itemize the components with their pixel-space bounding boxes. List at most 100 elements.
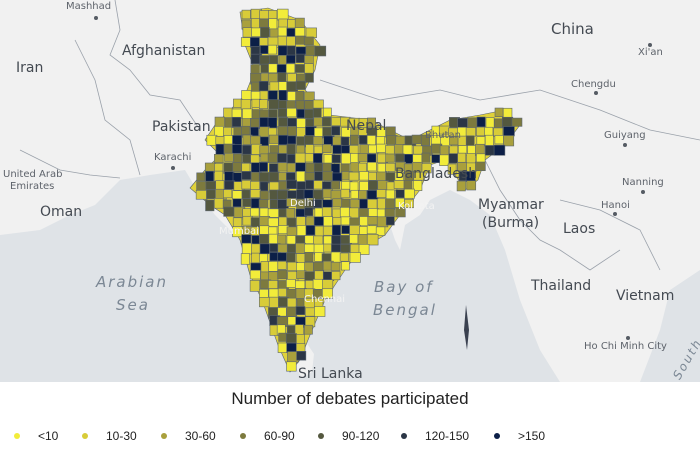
- district-region[interactable]: [331, 224, 341, 236]
- district-region[interactable]: [456, 180, 466, 192]
- district-region[interactable]: [376, 189, 387, 198]
- district-region[interactable]: [242, 198, 252, 207]
- district-region[interactable]: [294, 64, 307, 73]
- district-region[interactable]: [448, 153, 460, 164]
- district-region[interactable]: [295, 80, 306, 90]
- district-region[interactable]: [367, 117, 376, 127]
- district-region[interactable]: [259, 190, 269, 201]
- district-region[interactable]: [258, 233, 270, 245]
- district-region[interactable]: [484, 134, 494, 146]
- district-region[interactable]: [332, 144, 343, 154]
- district-region[interactable]: [484, 145, 496, 156]
- district-region[interactable]: [223, 189, 233, 199]
- district-region[interactable]: [286, 36, 296, 48]
- district-region[interactable]: [277, 269, 288, 280]
- district-region[interactable]: [467, 117, 479, 129]
- district-region[interactable]: [348, 171, 360, 181]
- district-region[interactable]: [241, 90, 252, 101]
- district-region[interactable]: [249, 280, 260, 292]
- district-region[interactable]: [404, 199, 414, 209]
- district-region[interactable]: [358, 190, 367, 200]
- district-region[interactable]: [494, 135, 505, 145]
- district-region[interactable]: [304, 72, 314, 83]
- district-region[interactable]: [269, 55, 279, 65]
- district-region[interactable]: [267, 217, 279, 227]
- district-region[interactable]: [312, 136, 323, 145]
- district-region[interactable]: [305, 225, 316, 236]
- district-region[interactable]: [304, 243, 315, 253]
- district-region[interactable]: [375, 226, 386, 236]
- district-region[interactable]: [242, 153, 252, 164]
- district-region[interactable]: [240, 253, 250, 265]
- district-region[interactable]: [223, 126, 233, 137]
- district-region[interactable]: [223, 107, 234, 119]
- map-canvas[interactable]: [0, 0, 700, 382]
- district-region[interactable]: [241, 171, 252, 180]
- district-region[interactable]: [286, 252, 296, 263]
- district-region[interactable]: [476, 153, 486, 164]
- district-region[interactable]: [251, 252, 261, 264]
- district-region[interactable]: [330, 180, 341, 190]
- district-region[interactable]: [277, 288, 288, 297]
- district-region[interactable]: [368, 208, 379, 217]
- district-region[interactable]: [376, 171, 388, 182]
- district-region[interactable]: [465, 127, 476, 137]
- district-region[interactable]: [323, 243, 333, 253]
- district-region[interactable]: [286, 107, 297, 118]
- district-region[interactable]: [232, 135, 242, 146]
- district-region[interactable]: [413, 145, 424, 155]
- district-region[interactable]: [258, 99, 268, 109]
- district-region[interactable]: [313, 162, 323, 173]
- district-region[interactable]: [250, 154, 260, 164]
- district-region[interactable]: [278, 90, 288, 102]
- district-region[interactable]: [240, 99, 251, 110]
- district-region[interactable]: [277, 261, 287, 270]
- district-region[interactable]: [395, 189, 406, 199]
- district-region[interactable]: [303, 36, 314, 46]
- district-region[interactable]: [277, 307, 287, 317]
- legend-item[interactable]: >150: [494, 427, 545, 445]
- district-region[interactable]: [457, 152, 467, 163]
- district-region[interactable]: [485, 117, 495, 129]
- district-region[interactable]: [296, 225, 307, 236]
- district-region[interactable]: [278, 81, 288, 91]
- district-region[interactable]: [250, 91, 261, 100]
- district-region[interactable]: [295, 35, 306, 45]
- district-region[interactable]: [312, 278, 324, 290]
- district-region[interactable]: [223, 206, 235, 217]
- district-region[interactable]: [231, 144, 243, 154]
- district-region[interactable]: [385, 153, 395, 163]
- district-region[interactable]: [304, 63, 314, 75]
- district-region[interactable]: [313, 261, 325, 272]
- district-region[interactable]: [195, 190, 208, 200]
- district-region[interactable]: [277, 153, 287, 163]
- district-region[interactable]: [206, 134, 218, 146]
- district-region[interactable]: [258, 172, 271, 184]
- district-region[interactable]: [395, 207, 406, 218]
- district-region[interactable]: [286, 226, 298, 237]
- district-region[interactable]: [368, 180, 378, 191]
- district-region[interactable]: [493, 144, 506, 156]
- district-region[interactable]: [295, 53, 306, 63]
- district-region[interactable]: [340, 188, 350, 199]
- district-region[interactable]: [395, 153, 405, 163]
- district-region[interactable]: [350, 189, 360, 199]
- district-region[interactable]: [323, 107, 332, 117]
- district-region[interactable]: [305, 27, 317, 38]
- district-region[interactable]: [350, 134, 359, 146]
- district-region[interactable]: [420, 134, 431, 146]
- district-region[interactable]: [349, 234, 359, 244]
- district-region[interactable]: [251, 243, 262, 255]
- district-region[interactable]: [213, 198, 224, 209]
- district-region[interactable]: [259, 18, 269, 28]
- district-region[interactable]: [502, 107, 513, 118]
- district-region[interactable]: [366, 153, 377, 163]
- district-region[interactable]: [359, 181, 369, 192]
- district-region[interactable]: [294, 17, 305, 29]
- district-region[interactable]: [304, 252, 314, 263]
- district-region[interactable]: [357, 234, 368, 246]
- district-region[interactable]: [341, 261, 350, 271]
- district-region[interactable]: [305, 45, 316, 57]
- district-region[interactable]: [439, 154, 450, 166]
- district-region[interactable]: [250, 37, 261, 48]
